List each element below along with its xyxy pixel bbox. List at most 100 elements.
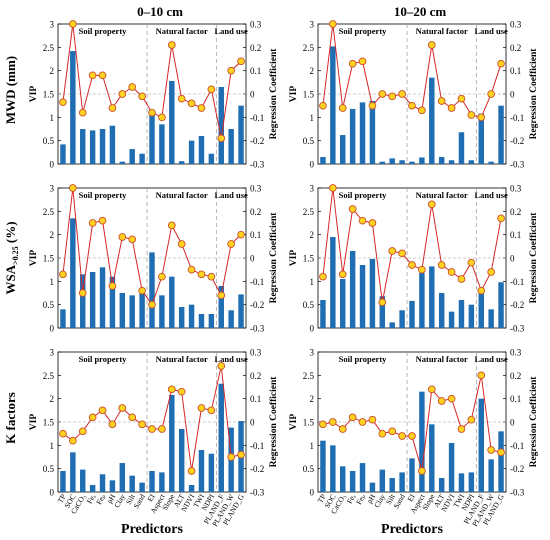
vip-bar-18 <box>498 431 504 492</box>
vip-bar-12 <box>438 478 445 492</box>
y-right-axis-title: Regression Coefficient <box>529 48 539 140</box>
vip-bar-3 <box>349 471 356 492</box>
y-right-axis-title: Regression Coefficient <box>529 376 539 468</box>
coef-point-0 <box>59 429 67 438</box>
vip-bar-2 <box>80 274 86 328</box>
coef-point-7 <box>388 92 397 101</box>
y-left-tick-label: 1.5 <box>303 418 315 428</box>
y-right-tick-label: -0.1 <box>250 113 264 123</box>
y-right-tick-label: -0.1 <box>510 277 524 287</box>
x-tick-label: Sand <box>392 492 407 510</box>
panel-5: 0 0.5 1 1.5 2 2.5 3 -0.3 -0.2 -0.1 0 0.1 0.2 0.3 Soil … <box>289 348 539 529</box>
vip-bar-0 <box>320 157 326 164</box>
x-tick-label: TP <box>316 493 328 505</box>
vip-bar-7 <box>389 158 395 164</box>
group-label: Land use <box>215 190 249 200</box>
group-label: Soil property <box>79 26 128 36</box>
vip-bar-3 <box>89 485 96 492</box>
y-right-tick-label: -0.1 <box>250 441 264 451</box>
vip-bar-10 <box>159 472 165 492</box>
coef-point-8 <box>398 249 406 258</box>
coef-point-15 <box>207 272 216 281</box>
coef-point-11 <box>427 41 436 49</box>
coef-point-4 <box>98 71 107 80</box>
y-left-axis-title: VIP <box>29 86 39 103</box>
vip-bar-8 <box>139 293 145 328</box>
coef-point-2 <box>78 289 87 297</box>
y-left-tick-label: 3 <box>310 20 315 30</box>
group-label: Natural factor <box>156 354 208 364</box>
y-right-tick-label: 0 <box>250 254 255 264</box>
coef-point-1 <box>328 184 337 192</box>
y-right-tick-label: -0.3 <box>510 160 525 170</box>
coef-point-6 <box>118 404 127 412</box>
vip-bar-16 <box>218 286 224 328</box>
vip-bar-16 <box>478 398 484 492</box>
vip-bar-6 <box>119 293 126 328</box>
coef-point-9 <box>148 300 156 309</box>
coef-point-18 <box>497 214 505 223</box>
y-left-tick-label: 3 <box>50 20 55 30</box>
coef-point-0 <box>319 272 327 281</box>
group-label: Soil property <box>339 26 388 36</box>
y-left-tick-label: 0.5 <box>43 464 55 474</box>
coef-point-5 <box>368 101 377 110</box>
vip-bar-1 <box>330 445 336 492</box>
coef-point-3 <box>88 219 97 227</box>
coef-point-8 <box>398 90 406 98</box>
vip-bar-4 <box>99 129 106 164</box>
coef-point-11 <box>427 385 436 394</box>
panel-4: 0 0.5 1 1.5 2 2.5 3 -0.3 -0.2 -0.1 0 0.1 0.2 0.3 Soil … <box>29 348 279 529</box>
x-tick-label: Sand <box>132 492 147 510</box>
y-right-axis-title: Regression Coefficient <box>269 376 279 468</box>
coef-point-13 <box>187 99 196 108</box>
vip-bar-16 <box>218 383 224 492</box>
y-left-tick-label: 2 <box>50 230 55 240</box>
vip-bar-6 <box>379 469 386 492</box>
vip-bar-18 <box>238 105 244 164</box>
y-right-axis-title: Regression Coefficient <box>269 212 279 304</box>
group-label: Natural factor <box>156 190 208 200</box>
vip-bar-2 <box>80 469 86 492</box>
vip-bar-13 <box>188 485 195 492</box>
vip-bar-5 <box>369 482 376 492</box>
coef-point-18 <box>237 230 245 239</box>
vip-bar-0 <box>320 300 326 328</box>
vip-bar-17 <box>488 161 494 164</box>
group-label: Land use <box>215 354 249 364</box>
row-label-2: K factors <box>3 392 18 444</box>
coef-point-5 <box>368 415 377 424</box>
coef-point-11 <box>167 385 176 394</box>
vip-bar-1 <box>70 51 76 164</box>
y-left-tick-label: 0 <box>310 160 315 170</box>
vip-bar-9 <box>149 471 155 492</box>
y-left-tick-label: 2 <box>310 230 315 240</box>
coef-point-5 <box>368 219 377 227</box>
vip-bar-17 <box>228 310 234 328</box>
vip-bar-8 <box>139 153 145 164</box>
coef-line <box>322 375 502 472</box>
vip-bar-4 <box>99 474 106 492</box>
coef-point-9 <box>408 432 416 440</box>
vip-bar-6 <box>119 161 126 164</box>
vip-bar-15 <box>208 153 215 164</box>
group-label: Natural factor <box>416 354 468 364</box>
y-left-tick-label: 0.5 <box>43 300 55 310</box>
coef-point-15 <box>467 258 476 267</box>
vip-bar-2 <box>340 135 346 164</box>
vip-bar-0 <box>60 471 66 492</box>
coef-point-17 <box>487 446 496 454</box>
y-right-tick-label: 0.3 <box>510 20 522 30</box>
vip-bar-0 <box>60 309 66 328</box>
coef-point-10 <box>418 265 426 274</box>
coef-point-17 <box>487 268 496 276</box>
coef-point-3 <box>88 413 97 422</box>
vip-bar-5 <box>109 276 116 328</box>
y-left-axis-title: VIP <box>289 86 299 103</box>
coef-point-2 <box>78 108 87 117</box>
vip-bar-6 <box>379 161 386 164</box>
y-left-tick-label: 2 <box>50 66 55 76</box>
group-label: Natural factor <box>156 26 208 36</box>
vip-bar-8 <box>399 160 405 164</box>
coef-point-16 <box>217 362 226 370</box>
